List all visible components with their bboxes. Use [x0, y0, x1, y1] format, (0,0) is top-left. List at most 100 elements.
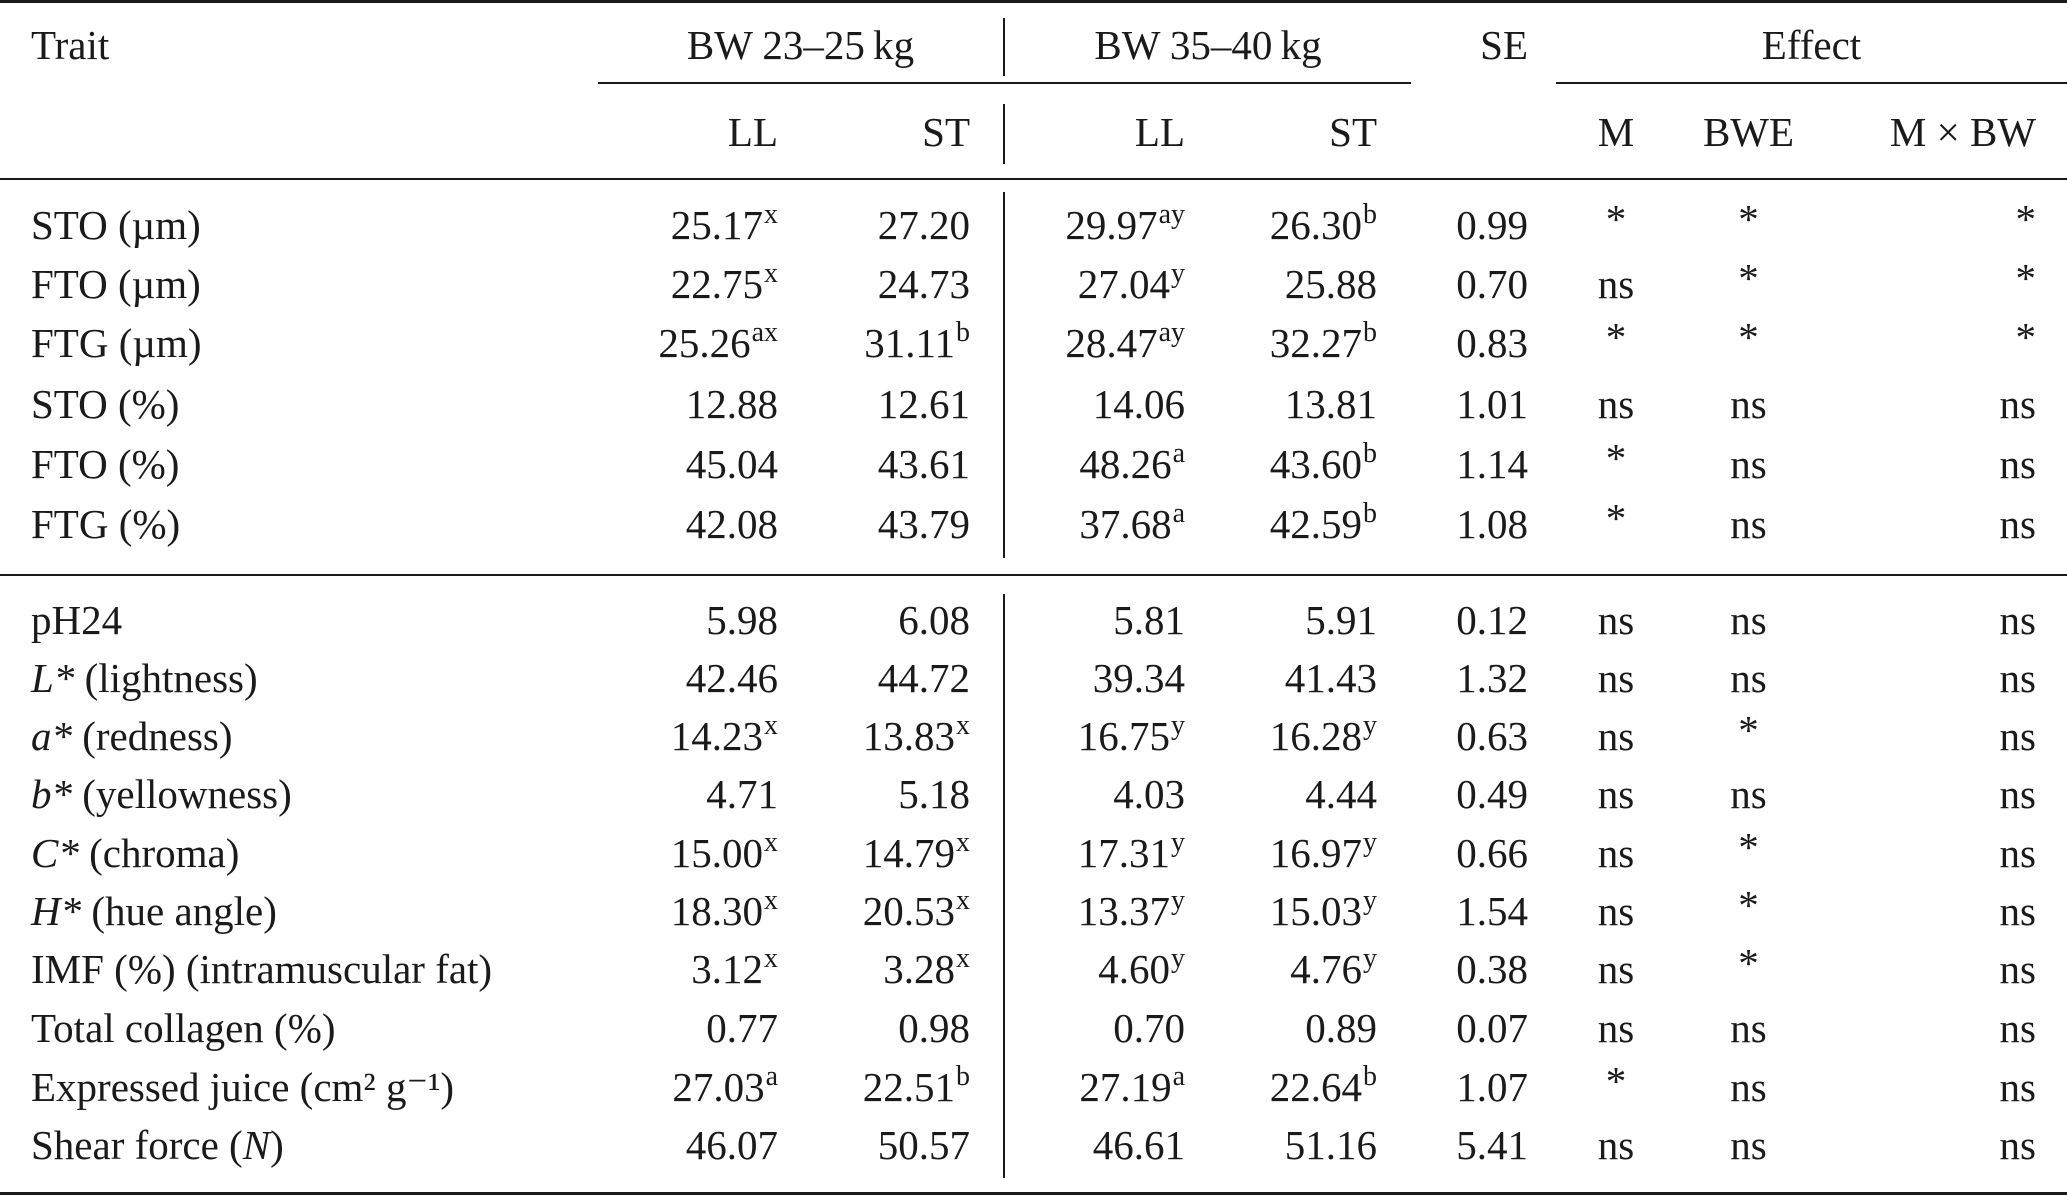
effect-significance: ns [1821, 765, 2036, 823]
table-cell: 4.71 [560, 765, 778, 823]
cell-value: 0.70 [1113, 1005, 1185, 1051]
trait-text: Shear force ( [31, 1122, 243, 1168]
cell-value: 0.98 [898, 1005, 970, 1051]
effect-significance: ns [1676, 1116, 1821, 1174]
cell-value: 43.60 [1269, 441, 1362, 487]
cell-value: 28.47 [1065, 320, 1158, 366]
cell-value: 37.68 [1079, 501, 1172, 547]
header-ll-2: LL [1134, 109, 1185, 155]
trait-label: IMF (%) (intramuscular fat) [31, 940, 591, 998]
se-text: 0.63 [1456, 713, 1528, 759]
significance-mark: ns [1999, 771, 2036, 817]
cell-superscript: ax [751, 317, 778, 348]
table-cell: 27.20 [778, 196, 970, 254]
table-cell: 22.51b [778, 1058, 970, 1116]
se-value: 0.07 [1400, 999, 1528, 1057]
cell-value: 3.12 [691, 946, 763, 992]
cell-value: 43.79 [877, 501, 970, 547]
se-value: 0.83 [1400, 314, 1528, 372]
effect-significance: ns [1556, 999, 1676, 1057]
significance-mark: ns [1999, 381, 2036, 427]
table-cell: 42.46 [560, 649, 778, 707]
significance-mark: ns [1597, 771, 1635, 817]
effect-significance: ns [1556, 940, 1676, 998]
bottom-rule [0, 1192, 2067, 1195]
effect-significance: ns [1821, 1116, 2036, 1174]
table-cell: 4.44 [1185, 765, 1377, 823]
table-cell: 44.72 [778, 649, 970, 707]
cell-superscript: b [956, 1061, 970, 1092]
se-value: 0.38 [1400, 940, 1528, 998]
cell-value: 31.11 [864, 320, 955, 366]
cell-value: 5.81 [1113, 597, 1185, 643]
se-text: 1.54 [1456, 888, 1528, 934]
table-cell: 22.64b [1185, 1058, 1377, 1116]
trait-text: STO (µm) [31, 202, 201, 248]
significance-mark: ns [1597, 1122, 1635, 1168]
table-cell: 12.88 [560, 375, 778, 433]
cell-value: 17.31 [1077, 830, 1170, 876]
trait-label: FTO (%) [31, 435, 591, 493]
effect-significance: * [1821, 255, 2037, 313]
table-cell: 0.98 [778, 999, 970, 1057]
se-text: 0.66 [1456, 830, 1528, 876]
effect-significance: * [1821, 196, 2037, 254]
cell-value: 4.71 [706, 771, 778, 817]
significance-mark: ns [1597, 597, 1635, 643]
table-cell: 25.17x [560, 196, 778, 254]
effect-significance: * [1556, 314, 1676, 372]
cell-superscript: y [1171, 943, 1185, 974]
table-cell: 24.73 [778, 255, 970, 313]
trait-label: FTO (µm) [31, 255, 591, 313]
table-cell: 3.28x [778, 940, 970, 998]
cell-value: 32.27 [1269, 320, 1362, 366]
table-cell: 27.19a [1010, 1058, 1185, 1116]
table-cell: 5.98 [560, 591, 778, 649]
trait-label: STO (%) [31, 375, 591, 433]
cell-value: 4.60 [1098, 946, 1170, 992]
significance-mark: * [2015, 314, 2037, 360]
cell-value: 4.03 [1113, 771, 1185, 817]
cell-value: 14.79 [862, 830, 955, 876]
cell-value: 13.83 [862, 713, 955, 759]
trait-text-suffix: (hue angle) [81, 888, 277, 934]
effect-significance: * [1676, 255, 1821, 313]
table-cell: 51.16 [1185, 1116, 1377, 1174]
se-value: 0.66 [1400, 824, 1528, 882]
cell-superscript: x [764, 258, 778, 289]
significance-mark: * [2015, 196, 2037, 242]
significance-mark: ns [1730, 381, 1767, 427]
significance-mark: ns [1730, 1122, 1767, 1168]
cell-value: 27.19 [1079, 1064, 1172, 1110]
effect-significance: * [1556, 435, 1676, 493]
significance-mark: * [1738, 255, 1759, 301]
se-value: 0.99 [1400, 196, 1528, 254]
se-text: 1.14 [1456, 441, 1528, 487]
se-text: 1.32 [1456, 655, 1528, 701]
table-cell: 41.43 [1185, 649, 1377, 707]
cell-superscript: b [1363, 317, 1377, 348]
cell-superscript: y [1363, 710, 1377, 741]
effect-group-underline [1556, 82, 2067, 84]
table-cell: 5.91 [1185, 591, 1377, 649]
cell-superscript: a [1172, 1061, 1185, 1092]
significance-mark: * [1605, 435, 1627, 481]
cell-value: 4.76 [1290, 946, 1362, 992]
table-cell: 43.61 [778, 435, 970, 493]
table-cell: 0.70 [1010, 999, 1185, 1057]
significance-mark: * [2015, 255, 2037, 301]
se-text: 0.83 [1456, 320, 1528, 366]
table-cell: 13.37y [1010, 882, 1185, 940]
header-rule [0, 178, 2067, 180]
trait-label: C* (chroma) [31, 824, 591, 882]
se-text: 0.38 [1456, 946, 1528, 992]
effect-significance: ns [1821, 495, 2036, 553]
significance-mark: * [1605, 1058, 1627, 1104]
cell-value: 42.08 [685, 501, 778, 547]
trait-symbol: L* [31, 655, 75, 701]
se-text: 1.07 [1456, 1064, 1528, 1110]
cell-value: 18.30 [670, 888, 763, 934]
table-cell: 4.03 [1010, 765, 1185, 823]
cell-value: 27.20 [877, 202, 970, 248]
effect-significance: ns [1676, 375, 1821, 433]
